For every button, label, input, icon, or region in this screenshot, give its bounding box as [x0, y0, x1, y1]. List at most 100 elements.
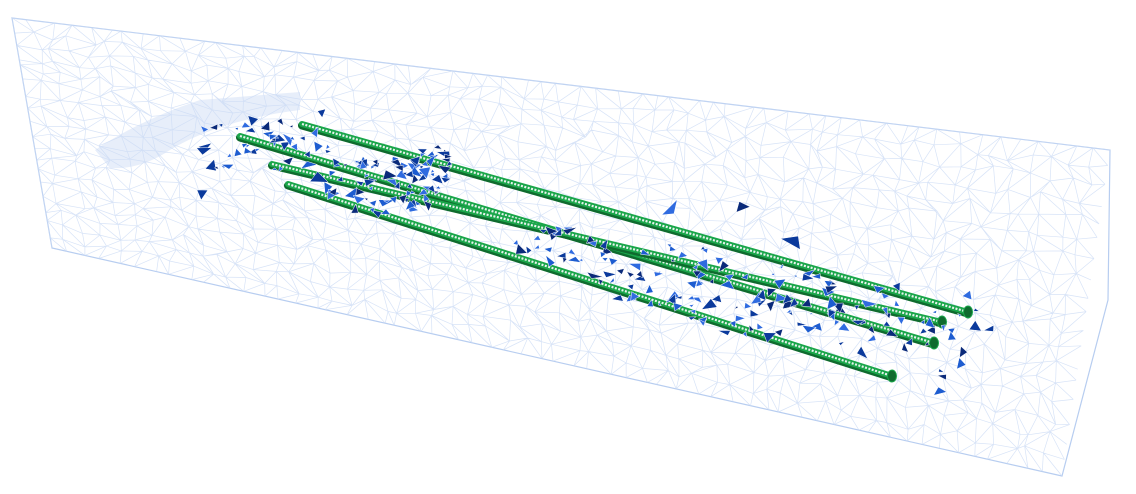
crack-fragment — [394, 180, 401, 190]
crack-fragment — [352, 195, 366, 205]
crack-fragment — [740, 272, 749, 280]
crack-fragment — [272, 136, 280, 139]
crack-fragment — [200, 125, 210, 133]
crack-fragment — [359, 160, 368, 170]
crack-fragment — [718, 260, 730, 273]
crack-fragment — [714, 257, 724, 265]
concrete-beam-mesh — [11, 17, 1111, 477]
crack-fragment — [938, 368, 945, 373]
beam-outline — [11, 17, 1111, 477]
crack-fragment — [733, 305, 739, 310]
crack-fragment — [545, 254, 556, 268]
crack-fragment — [409, 190, 416, 195]
crack-fragment — [370, 165, 377, 170]
crack-fragment — [368, 199, 378, 207]
crack-fragment — [809, 312, 815, 316]
crack-fragment — [586, 271, 604, 279]
crack-fragment — [982, 324, 995, 332]
crack-fragment — [735, 200, 752, 213]
rebar-bar — [298, 121, 973, 319]
crack-fragment — [417, 166, 431, 180]
crack-fragment — [427, 184, 436, 194]
crack-fragment — [353, 159, 361, 164]
crack-fragment — [774, 328, 784, 337]
crack-fragment — [901, 341, 909, 353]
crack-fragment — [303, 150, 311, 159]
crack-fragment — [600, 251, 607, 258]
crack-fragment — [532, 234, 542, 241]
crack-fragment — [609, 276, 615, 284]
crack-fragment — [382, 169, 398, 181]
crack-fragment — [823, 280, 834, 289]
crack-fragment — [748, 324, 755, 332]
crack-fragment — [645, 283, 654, 294]
crack-fragment — [700, 298, 718, 310]
crack-fragment — [369, 207, 375, 214]
crack-fragment — [710, 294, 722, 303]
crack-fragment — [404, 197, 410, 204]
crack-fragment — [419, 165, 425, 170]
crack-fragment — [404, 170, 414, 179]
crack-fragment — [675, 295, 683, 300]
crack-fragment — [213, 165, 220, 170]
crack-fragment — [367, 185, 374, 191]
crack-fragment — [440, 177, 452, 184]
crack-fragment — [959, 345, 968, 359]
crack-fragment — [208, 123, 218, 131]
crack-fragment — [219, 163, 235, 170]
rebar-end-cap — [887, 369, 897, 383]
crack-fragment — [828, 308, 837, 319]
crack-fragment — [244, 127, 257, 134]
crack-fragment — [615, 268, 625, 275]
crack-fragment — [698, 316, 708, 323]
crack-fragment — [414, 200, 422, 206]
crack-fragment — [860, 299, 879, 308]
crack-fragment — [653, 271, 665, 278]
crack-fragment — [445, 160, 453, 167]
crack-fragment — [313, 140, 324, 153]
crack-fragment — [744, 301, 753, 310]
crack-fragment — [696, 258, 709, 272]
crack-fragment — [626, 283, 635, 291]
crack-fragment — [364, 197, 369, 201]
crack-fragment — [555, 251, 567, 259]
crack-fragment — [409, 165, 423, 178]
crack-fragment — [931, 309, 938, 314]
crack-fragment — [233, 147, 243, 157]
crack-fragment — [826, 295, 838, 310]
crack-fragment — [247, 148, 258, 155]
crack-fragment — [850, 320, 867, 325]
crack-fragment — [350, 203, 359, 214]
crack-fragment — [657, 301, 662, 307]
crack-fragment — [363, 178, 376, 187]
crack-fragment — [782, 293, 793, 305]
crack-fragment — [599, 238, 609, 250]
crack-fragment — [717, 330, 731, 336]
crack-fragment — [195, 147, 213, 156]
crack-fragment — [882, 320, 891, 327]
crack-fragment — [792, 274, 797, 278]
crack-fragment — [636, 270, 643, 279]
crack-fragment — [429, 172, 435, 178]
crack-fragment — [757, 288, 767, 301]
crack-fragment — [444, 153, 454, 160]
crack-fragment — [866, 334, 877, 343]
crack-fragment — [708, 278, 714, 285]
crack-fragment-cloud — [195, 108, 995, 396]
crack-fragment — [671, 258, 676, 262]
crack-fragment — [802, 269, 816, 277]
crack-fragment — [578, 258, 584, 262]
crack-fragment — [281, 132, 293, 148]
crack-fragment — [515, 243, 528, 255]
crack-fragment — [324, 149, 333, 154]
crack-fragment — [278, 165, 284, 173]
crack-fragment — [610, 294, 624, 302]
dense-mesh-region — [95, 92, 300, 169]
crack-fragment — [757, 299, 767, 308]
crack-fragment — [431, 174, 444, 185]
crack-fragment — [729, 320, 737, 328]
crack-fragment — [677, 251, 689, 259]
crack-fragment — [735, 314, 747, 323]
crack-fragment — [932, 386, 948, 396]
